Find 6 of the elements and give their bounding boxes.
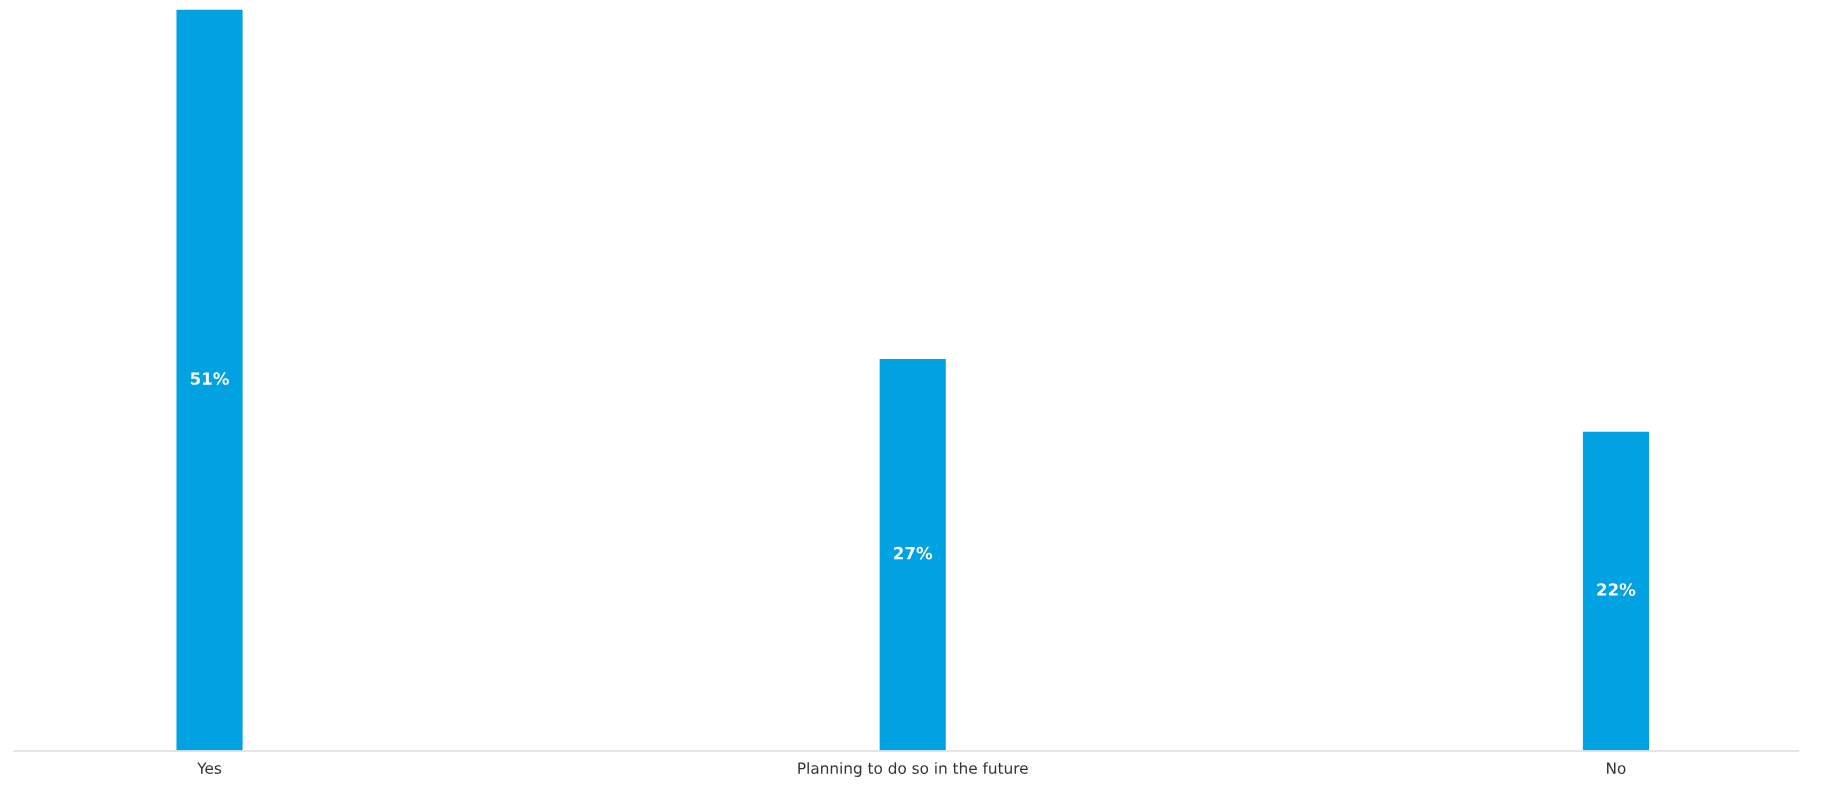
- data-label: 27%: [894, 546, 933, 560]
- data-label: 51%: [190, 372, 229, 385]
- x-tick-label: Planning to do so in the future: [798, 762, 1028, 777]
- x-tick-label: Yes: [197, 762, 222, 774]
- data-label: 22%: [1597, 583, 1636, 596]
- x-tick-label: No: [1607, 762, 1626, 774]
